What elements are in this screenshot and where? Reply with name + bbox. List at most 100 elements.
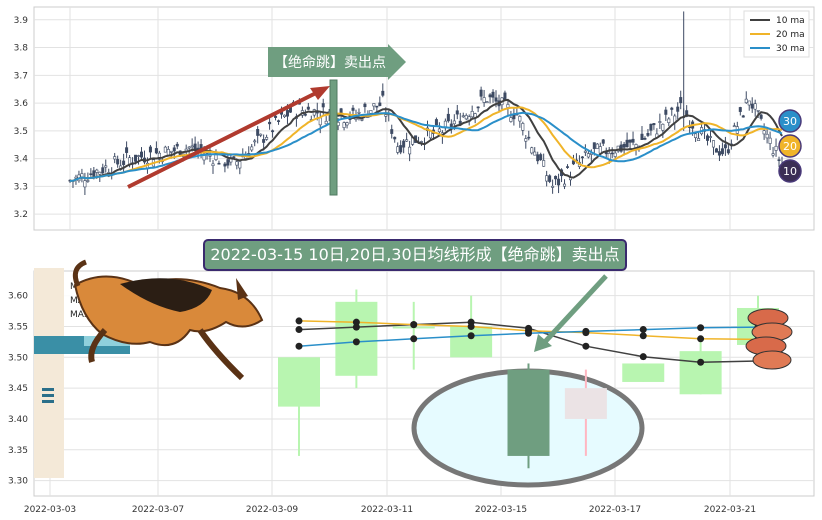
top-candle [405, 139, 409, 142]
ma-badge-label: 10 [783, 165, 797, 178]
top-candle [420, 141, 424, 143]
top-candle [640, 133, 644, 141]
bottom-x-tick-label: 2022-03-11 [361, 505, 413, 515]
candle-body [278, 357, 320, 407]
top-candle [527, 136, 531, 139]
top-y-tick-label: 3.6 [14, 99, 29, 109]
top-candle [238, 161, 242, 169]
top-candle [357, 111, 361, 114]
top-candle [598, 146, 602, 154]
candle-body [679, 351, 722, 395]
ma-badge-circle [778, 134, 802, 158]
top-y-tick-label: 3.8 [14, 44, 29, 54]
top-candle [738, 107, 742, 112]
bottom-y-tick-label: 3.60 [8, 292, 28, 302]
top-candle [506, 104, 510, 108]
top-candle [253, 140, 257, 143]
bottom-x-tick-label: 2022-03-17 [589, 505, 641, 515]
ma-point [295, 326, 303, 334]
top-candle [223, 163, 227, 167]
top-candle [393, 136, 397, 140]
top-ma-line [69, 98, 783, 182]
top-candle [113, 156, 117, 160]
top-candle [658, 121, 662, 123]
top-candle [449, 123, 453, 128]
top-candle [122, 160, 126, 165]
top-candle [89, 173, 93, 176]
top-candle [163, 146, 167, 153]
top-candle [98, 171, 102, 175]
top-candle [226, 159, 230, 166]
top-candle [747, 100, 751, 106]
bottom-x-tick-label: 2022-03-21 [704, 505, 756, 515]
top-candle [86, 180, 90, 182]
top-candle [375, 105, 379, 108]
top-candle [706, 135, 710, 141]
bottom-y-axis: 3.30 3.35 3.40 3.45 3.50 3.55 3.60 [8, 292, 28, 487]
top-candle [321, 103, 325, 108]
top-candle [726, 149, 730, 154]
top-candle [580, 156, 584, 159]
top-y-tick-label: 3.7 [14, 71, 28, 81]
top-y-tick-label: 3.9 [14, 16, 29, 26]
top-y-tick-label: 3.2 [14, 210, 28, 220]
top-candle [679, 97, 683, 104]
top-candle [631, 138, 635, 143]
top-candle [625, 139, 629, 148]
top-candle [101, 167, 105, 174]
top-candle [172, 147, 176, 152]
bottom-x-tick-label: 2022-03-09 [246, 505, 299, 515]
top-candle [542, 160, 546, 167]
top-candle [345, 122, 349, 126]
top-candle [250, 146, 254, 151]
top-candle [664, 109, 668, 115]
top-candle [709, 136, 713, 138]
top-candle [646, 133, 650, 136]
top-candle [530, 147, 534, 154]
top-candle [342, 122, 346, 128]
top-legend: 10 ma 20 ma 30 ma [743, 10, 810, 58]
ma-point [410, 335, 418, 343]
top-candle [369, 110, 373, 114]
top-candle [667, 118, 671, 124]
top-candle [452, 120, 456, 125]
top-candle [470, 111, 474, 118]
ma-point [467, 332, 475, 340]
top-candle [551, 185, 555, 188]
top-candle [83, 180, 87, 188]
top-candle [771, 153, 775, 156]
bottom-x-axis: 2022-03-03 2022-03-07 2022-03-09 2022-03-11… [24, 505, 756, 515]
bottom-zoom-panel: 3.303.353.403.453.503.553.60 2022-03-03 2… [8, 259, 815, 515]
bottom-x-tick-label: 2022-03-03 [24, 505, 76, 515]
trend-arrow [127, 86, 330, 189]
ma-point [582, 342, 590, 350]
top-candle [116, 159, 120, 165]
top-candle [396, 146, 400, 153]
top-candle [384, 114, 388, 117]
sell-callout: 【绝命跳】卖出点 [268, 44, 406, 80]
top-candle [548, 175, 552, 182]
top-candle [148, 146, 152, 153]
top-candle [259, 133, 263, 136]
ma-badge-circle [778, 109, 802, 133]
top-candle [134, 154, 138, 162]
top-y-axis: 3.9 3.8 3.7 3.6 3.5 3.4 3.3 3.2 [14, 16, 29, 220]
top-candle [277, 120, 281, 122]
ma-point [697, 324, 705, 332]
sell-callout-text: 【绝命跳】卖出点 [274, 54, 386, 71]
top-candle [166, 149, 170, 156]
top-candle [592, 142, 596, 149]
top-candle [455, 110, 459, 115]
top-candle [518, 116, 522, 122]
top-candle [157, 152, 161, 160]
top-candle [190, 145, 194, 148]
top-candle [768, 137, 772, 144]
candle-body [450, 326, 493, 358]
top-candle [211, 163, 215, 166]
top-candle [586, 153, 590, 158]
top-candle [318, 117, 322, 126]
ma-badge-label: 20 [783, 140, 797, 153]
top-candle [74, 176, 78, 179]
top-candle [402, 140, 406, 148]
top-candle [595, 143, 599, 149]
